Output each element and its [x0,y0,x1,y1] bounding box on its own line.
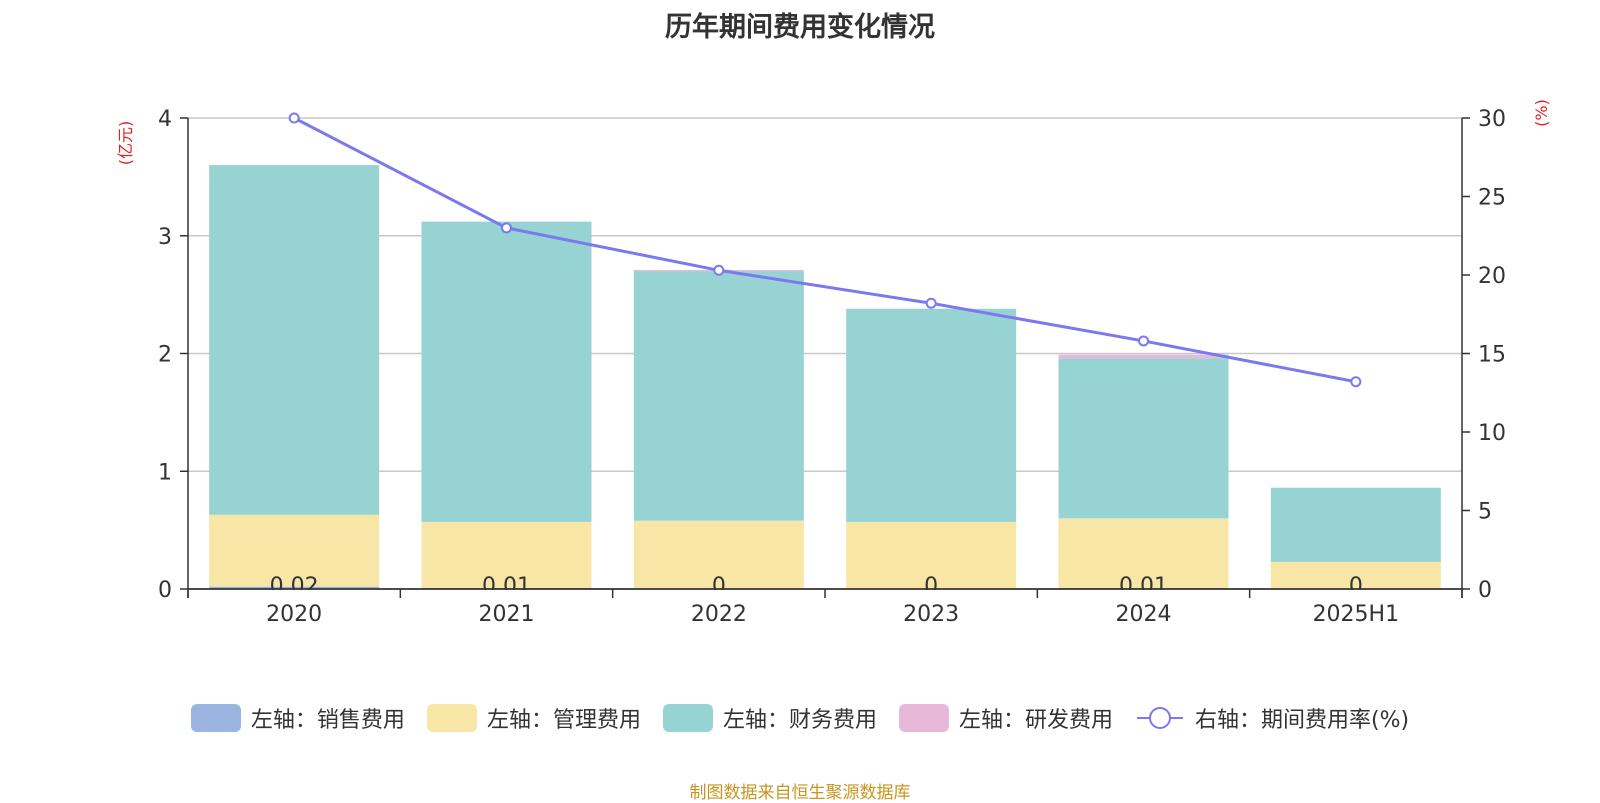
legend-swatch [427,704,477,732]
legend-label: 右轴：期间费用率(%) [1195,702,1409,734]
legend-label: 左轴：财务费用 [723,702,877,734]
legend-swatch [899,704,949,732]
bar-segment [634,271,804,521]
x-axis-category-label: 2020 [266,602,322,627]
left-axis-tick-label: 0 [158,578,172,603]
x-axis-category-label: 2023 [903,602,959,627]
right-axis-unit: (%) [1532,99,1551,127]
x-axis-category-label: 2022 [691,602,747,627]
x-axis-category-label: 2025H1 [1313,602,1400,627]
legend-item[interactable]: 右轴：期间费用率(%) [1135,702,1409,734]
right-axis-tick-label: 20 [1478,264,1506,289]
bar-segment [1059,355,1229,359]
left-axis-unit: (亿元) [116,121,135,166]
expense-ratio-point [927,299,936,308]
legend-label: 左轴：研发费用 [959,702,1113,734]
x-axis-category-label: 2024 [1116,602,1172,627]
legend-label: 左轴：管理费用 [487,702,641,734]
legend-item[interactable]: 左轴：管理费用 [427,702,641,734]
right-axis-tick-label: 15 [1478,343,1506,368]
expense-ratio-point [1351,377,1360,386]
expense-ratio-point [714,266,723,275]
left-axis-tick-label: 2 [158,343,172,368]
expense-ratio-point [1139,336,1148,345]
right-axis-tick-label: 30 [1478,107,1506,132]
right-axis-tick-label: 0 [1478,578,1492,603]
data-source-note: 制图数据来自恒生聚源数据库 [0,778,1600,803]
left-axis-tick-label: 4 [158,107,172,132]
left-axis-tick-label: 3 [158,225,172,250]
bar-segment [846,309,1016,522]
left-axis-tick-label: 1 [158,460,172,485]
legend-label: 左轴：销售费用 [251,702,405,734]
expense-ratio-point [290,114,299,123]
expense-ratio-point [502,223,511,232]
right-axis-tick-label: 25 [1478,186,1506,211]
legend-swatch [191,704,241,732]
x-axis-category-label: 2021 [479,602,535,627]
legend-item[interactable]: 左轴：研发费用 [899,702,1113,734]
legend-item[interactable]: 左轴：财务费用 [663,702,877,734]
chart-legend: 左轴：销售费用 左轴：管理费用 左轴：财务费用 左轴：研发费用 右轴：期间费用率(%) [0,700,1600,736]
bar-segment [209,165,379,515]
bar-segment [1059,358,1229,518]
legend-line-icon [1135,704,1185,732]
bar-segment [1271,488,1441,562]
bar-segment [422,222,592,522]
legend-item[interactable]: 左轴：销售费用 [191,702,405,734]
right-axis-tick-label: 5 [1478,500,1492,525]
legend-swatch [663,704,713,732]
right-axis-tick-label: 10 [1478,421,1506,446]
